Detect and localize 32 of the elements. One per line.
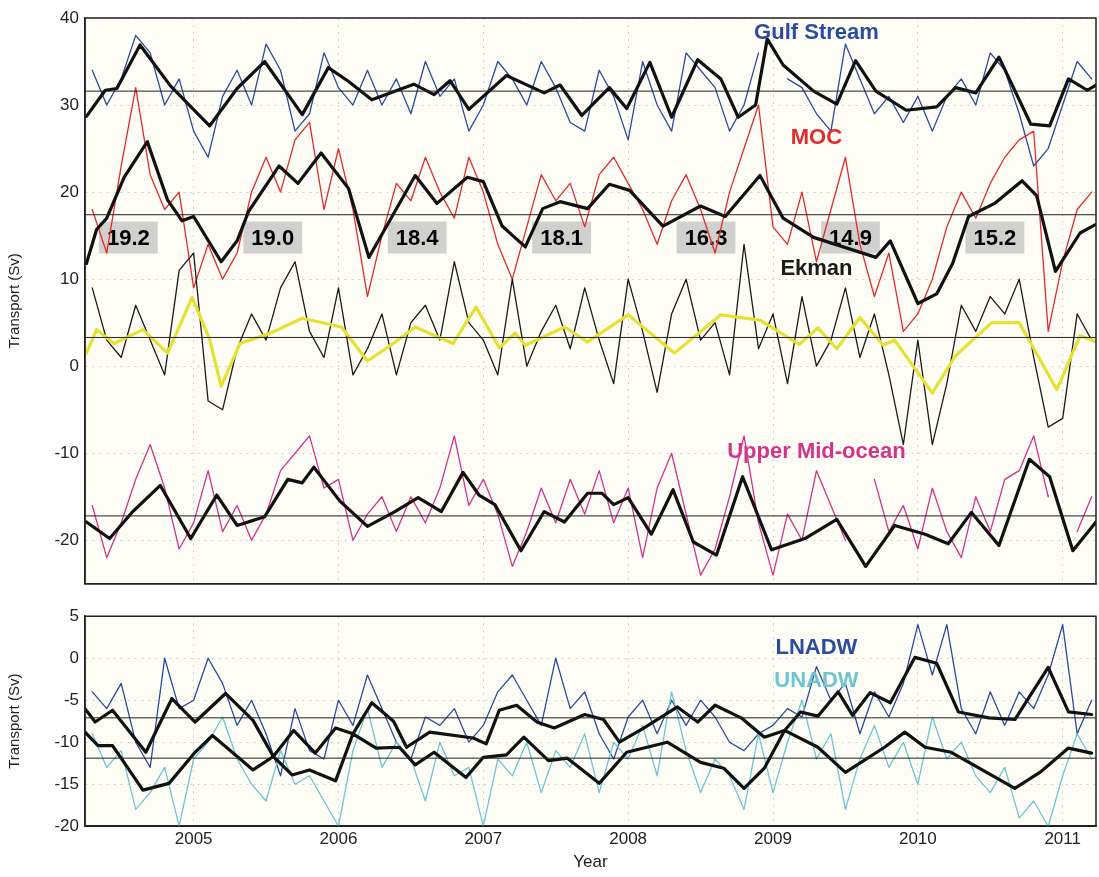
y-tick-label: -20 — [54, 529, 79, 549]
annotation: 15.2 — [973, 224, 1017, 250]
annotation: 19.0 — [251, 224, 295, 250]
series-label: Gulf Stream — [754, 19, 879, 45]
y-tick-label: 30 — [60, 94, 79, 114]
x-tick-label: 2009 — [754, 829, 792, 849]
y-tick-label: -5 — [63, 689, 79, 709]
x-axis-title: Year — [573, 852, 609, 872]
y-tick-label: -15 — [54, 773, 79, 793]
y-tick-label: 0 — [69, 647, 79, 667]
y-axis-title: Transport (Sv) — [5, 253, 23, 349]
y-tick-label: -20 — [54, 815, 79, 835]
y-axis-title: Transport (Sv) — [5, 673, 23, 769]
annotation: 19.2 — [106, 224, 150, 250]
x-tick-label: 2008 — [609, 829, 648, 849]
x-tick-label: 2011 — [1044, 829, 1081, 849]
series-label: MOC — [790, 124, 843, 150]
x-tick-label: 2010 — [898, 829, 937, 849]
y-tick-label: -10 — [54, 442, 79, 462]
annotation: 18.1 — [540, 224, 584, 250]
series-label: Ekman — [780, 254, 853, 280]
series-label: LNADW — [775, 633, 858, 659]
y-tick-label: 10 — [60, 268, 79, 288]
y-tick-label: 40 — [60, 7, 79, 27]
x-tick-label: 2006 — [319, 829, 358, 849]
y-tick-label: 0 — [69, 355, 79, 375]
y-tick-label: 20 — [60, 181, 79, 201]
y-tick-label: -10 — [54, 731, 79, 751]
annotation: 18.4 — [395, 224, 440, 250]
y-tick-label: 5 — [69, 605, 79, 625]
x-tick-label: 2005 — [174, 829, 213, 849]
x-tick-label: 2007 — [464, 829, 503, 849]
